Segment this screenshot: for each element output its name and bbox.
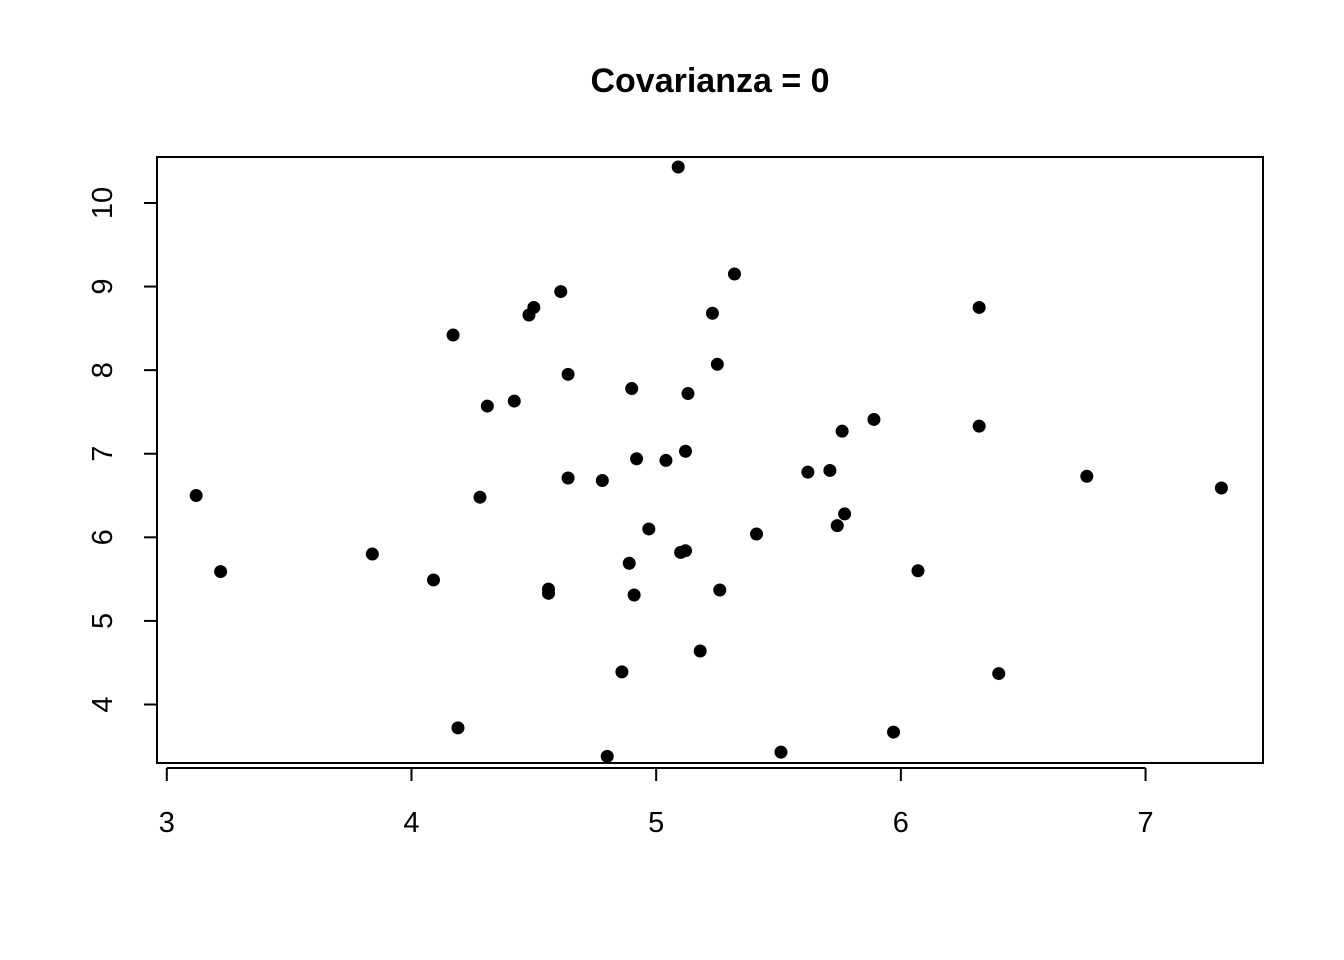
- chart-title: Covarianza = 0: [590, 62, 829, 100]
- data-point: [774, 745, 788, 759]
- data-point: [867, 412, 881, 426]
- data-point: [214, 565, 228, 579]
- data-point: [705, 306, 719, 320]
- data-point: [622, 556, 636, 570]
- x-tick-label: 6: [893, 807, 909, 839]
- data-point: [189, 489, 203, 503]
- data-point: [527, 300, 541, 314]
- x-tick-label: 3: [159, 807, 175, 839]
- data-point: [749, 527, 763, 541]
- x-axis: 3 4 5 6 7: [159, 767, 1154, 839]
- data-point: [693, 644, 707, 658]
- data-point: [427, 573, 440, 587]
- data-point: [972, 300, 986, 314]
- data-point: [713, 583, 727, 597]
- data-point: [679, 444, 693, 458]
- data-point: [992, 667, 1006, 681]
- data-point: [823, 463, 837, 477]
- data-point: [679, 544, 693, 558]
- data-point: [365, 547, 379, 561]
- data-point: [615, 665, 629, 679]
- data-point: [542, 586, 556, 600]
- data-point: [507, 394, 521, 408]
- y-tick-label: 7: [87, 446, 119, 462]
- data-point: [473, 490, 487, 504]
- data-point: [630, 452, 644, 466]
- y-tick-label: 10: [87, 187, 119, 219]
- data-point: [838, 507, 852, 521]
- data-point: [972, 419, 986, 433]
- y-tick-label: 8: [87, 362, 119, 378]
- data-point: [671, 160, 685, 174]
- data-point: [727, 267, 741, 281]
- data-point: [830, 519, 844, 533]
- data-point: [627, 588, 641, 602]
- data-point: [642, 522, 656, 536]
- data-point: [835, 424, 849, 438]
- data-point: [446, 328, 460, 342]
- data-point: [554, 285, 568, 299]
- y-axis: 4 5 6 7 8 9 10: [87, 187, 158, 713]
- data-point: [1214, 481, 1228, 495]
- data-point: [600, 749, 614, 763]
- plot-frame: [156, 156, 1264, 764]
- y-tick-label: 4: [87, 696, 119, 712]
- data-point: [1080, 469, 1094, 483]
- data-point: [681, 387, 695, 401]
- data-point: [480, 399, 494, 413]
- x-tick-label: 7: [1137, 807, 1153, 839]
- y-tick-label: 6: [87, 529, 119, 545]
- data-point: [659, 453, 673, 467]
- x-tick-label: 4: [403, 807, 419, 839]
- data-point: [801, 465, 815, 479]
- data-point: [561, 471, 575, 485]
- data-point: [451, 721, 465, 735]
- data-point: [625, 382, 639, 396]
- data-point: [595, 473, 609, 487]
- data-point: [911, 564, 925, 578]
- x-tick-label: 5: [648, 807, 664, 839]
- data-points: [189, 160, 1228, 763]
- data-point: [561, 367, 575, 381]
- data-point: [887, 725, 901, 739]
- y-tick-label: 5: [87, 613, 119, 629]
- data-point: [710, 357, 724, 371]
- y-tick-label: 9: [87, 278, 119, 294]
